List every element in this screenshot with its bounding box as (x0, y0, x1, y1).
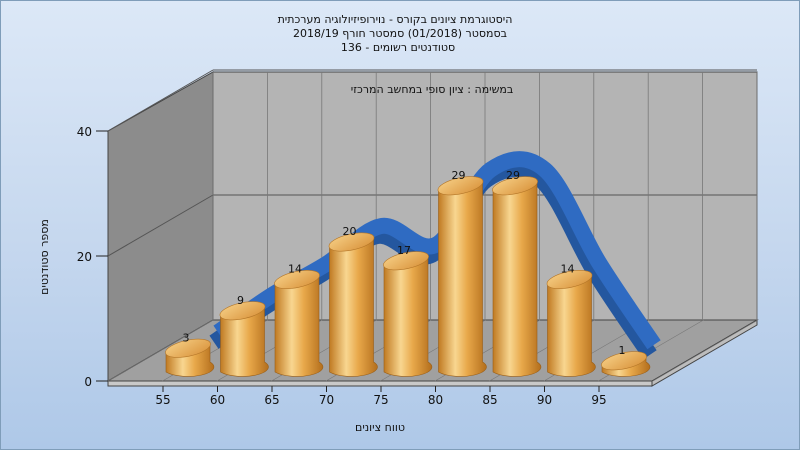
bar-80: 29 (437, 169, 487, 377)
y-tick-label: 0 (84, 375, 92, 389)
floor-depth-line (107, 319, 214, 382)
bar-value-label: 29 (506, 169, 520, 182)
bar-cap (219, 301, 266, 321)
bar-value-label: 1 (619, 344, 626, 357)
bar-cap (328, 232, 375, 252)
bar-75: 17 (383, 244, 433, 377)
x-axis-label: טווח ציונים (355, 421, 405, 434)
bar-65: 14 (274, 263, 324, 377)
bar-body (274, 274, 324, 377)
bars: 3 9 14 20 17 29 29 14 1 (165, 169, 651, 377)
bar-70: 20 (328, 225, 378, 377)
x-tick-label: 55 (155, 393, 170, 407)
floor-depth-line (652, 319, 759, 382)
bar-value-label: 17 (397, 244, 411, 257)
grid-line-side (107, 69, 214, 132)
floor-front-edge (107, 380, 653, 387)
x-tick-label: 65 (264, 393, 279, 407)
bar-body (492, 180, 542, 377)
bar-value-label: 14 (288, 263, 302, 276)
bar-95: 1 (601, 344, 651, 377)
bar-cap (383, 251, 429, 271)
floor-side-edge (651, 319, 758, 387)
y-axis-label: מספר סטודנטים (38, 219, 51, 295)
x-axis-ticks: 55 60 65 70 75 80 85 90 95 (155, 386, 607, 407)
bar-body (547, 274, 596, 377)
bar-body (220, 305, 269, 377)
bar-value-label: 3 (183, 331, 190, 344)
bar-cap (546, 270, 593, 289)
bar-body (438, 180, 487, 377)
bar-85: 29 (492, 169, 542, 377)
x-tick-label: 85 (482, 393, 497, 407)
x-tick-label: 70 (319, 393, 334, 407)
bar-cap (601, 351, 647, 371)
bar-value-label: 29 (452, 169, 466, 182)
bar-60: 9 (219, 294, 269, 377)
bar-value-label: 20 (343, 225, 357, 238)
grid-line-side (107, 194, 214, 257)
y-tick-label: 20 (77, 250, 92, 264)
x-tick-label: 90 (537, 393, 552, 407)
x-tick-label: 95 (591, 393, 606, 407)
title-line-3: סטודנטים רשומים - 136 (341, 41, 455, 54)
bar-cap (165, 338, 211, 358)
y-tick-label: 40 (77, 125, 92, 139)
chart-title: היסטוגרמת ציונים בקורס - נוירופיזיולוגיה… (278, 13, 513, 54)
x-tick-label: 60 (210, 393, 225, 407)
title-line-1: היסטוגרמת ציונים בקורס - נוירופיזיולוגיה… (278, 13, 513, 26)
bar-body (383, 255, 433, 377)
bar-cap (492, 176, 538, 196)
bar-value-label: 9 (237, 294, 244, 307)
y-axis-ticks: 0 20 40 (77, 125, 108, 389)
bar-cap (437, 176, 484, 196)
x-tick-label: 80 (428, 393, 443, 407)
title-line-2: בסמסטר (01/2018) סמסטר חורף 2018/19 (293, 27, 507, 40)
bar-90: 14 (546, 263, 596, 377)
bar-cap (274, 270, 320, 289)
bar-55: 3 (165, 331, 215, 377)
bar-body (329, 236, 378, 377)
x-tick-label: 75 (373, 393, 388, 407)
chart-subtitle: במשימה : ציון סופי במחשב המרכזי (351, 83, 514, 96)
bar-value-label: 14 (561, 263, 575, 276)
